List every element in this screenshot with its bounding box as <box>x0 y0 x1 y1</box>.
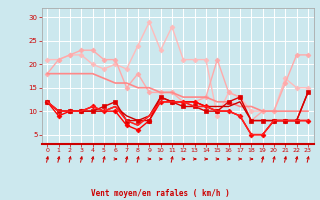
Text: Vent moyen/en rafales ( km/h ): Vent moyen/en rafales ( km/h ) <box>91 189 229 198</box>
